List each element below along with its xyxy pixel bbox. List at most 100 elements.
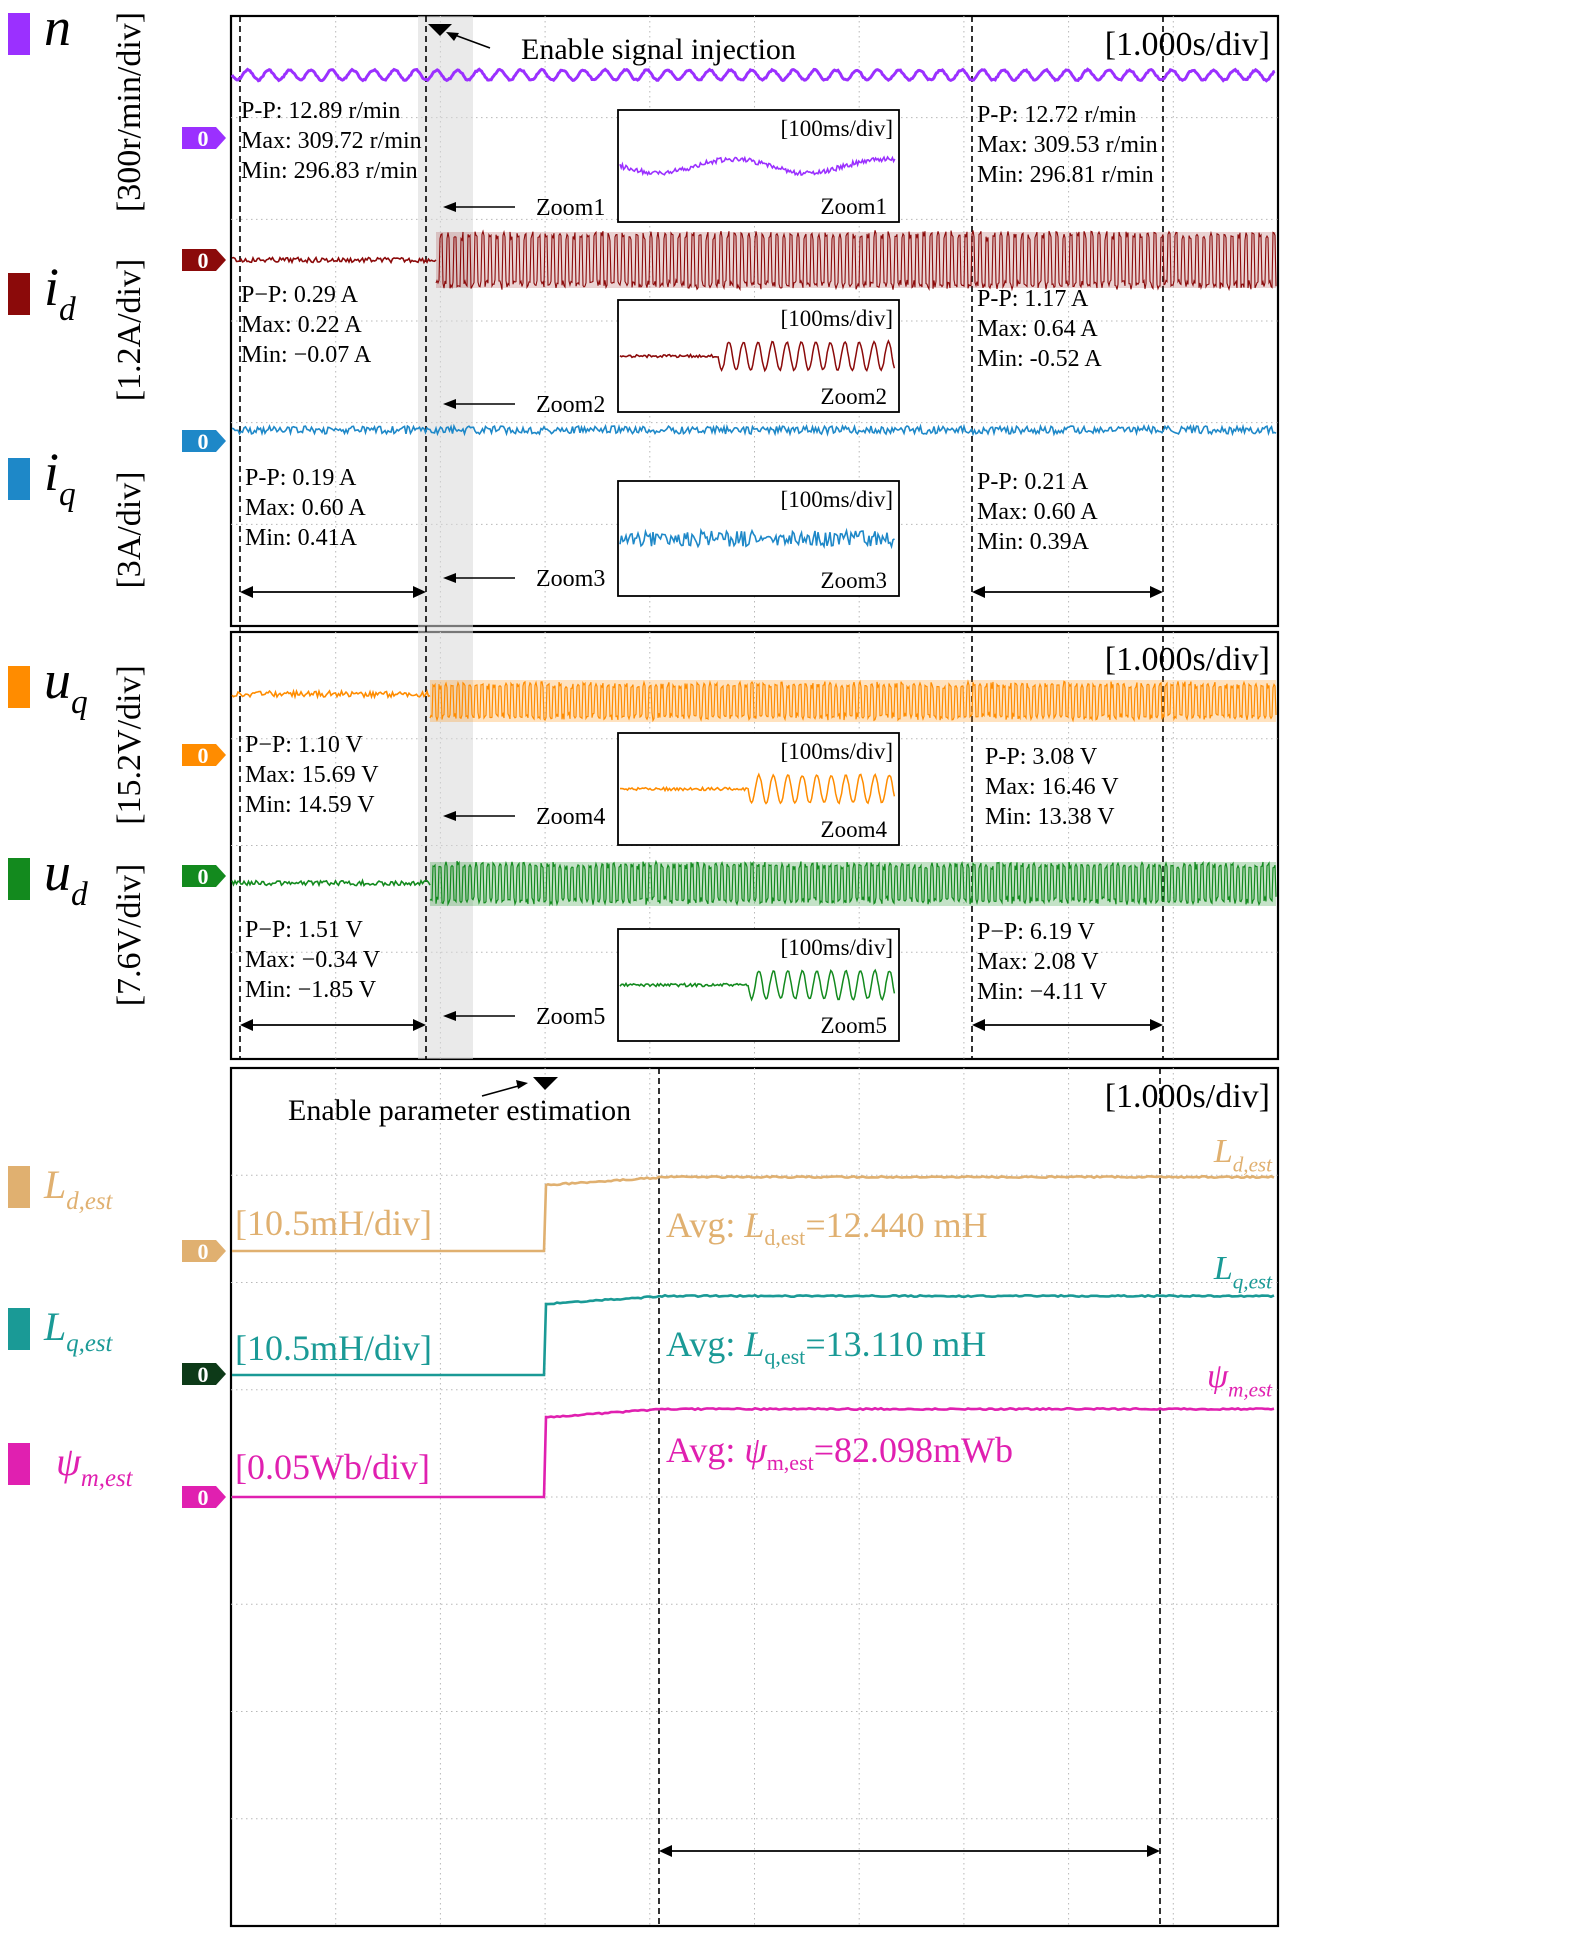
- zoom-inset-label-3: Zoom3: [821, 568, 887, 593]
- zoom-inset-timebase-2: [100ms/div]: [781, 306, 893, 331]
- stat-iq-before: P-P: 0.19 A: [245, 465, 357, 491]
- scale-label-psi: [0.05Wb/div]: [235, 1447, 430, 1487]
- stat-ud-before: Max: −0.34 V: [245, 947, 381, 973]
- estimation-annotation-line: [481, 1084, 523, 1097]
- span-arrow-mid-before-head-left: [240, 1019, 253, 1031]
- timebase-label-middle: [1.000s/div]: [1105, 641, 1270, 678]
- legend-swatch-lq: [8, 1308, 30, 1350]
- legend-swatch-id: [8, 273, 30, 315]
- stat-uq-after: P-P: 3.08 V: [985, 744, 1098, 770]
- scale-label-id: [1.2A/div]: [111, 259, 148, 402]
- stat-ud-after: Min: −4.11 V: [977, 979, 1108, 1005]
- average-prefix-lq: Avg:: [666, 1324, 744, 1364]
- estimation-annotation: Enable parameter estimation: [288, 1094, 631, 1127]
- average-symbol-psi: ψ: [744, 1430, 767, 1470]
- legend-label-ld-subscript: d,est: [66, 1188, 113, 1215]
- waveform-ld-est: [232, 1174, 1275, 1253]
- trace-label-psi-symbol: ψ: [1207, 1358, 1229, 1395]
- stat-id-before: Min: −0.07 A: [241, 342, 372, 368]
- legend-label-uq: uq: [44, 650, 88, 721]
- legend-label-iq: iq: [44, 442, 76, 513]
- legend-swatch-uq: [8, 666, 30, 708]
- trace-label-ld-symbol: L: [1213, 1133, 1233, 1170]
- zero-marker-text-psi: 0: [198, 1485, 209, 1510]
- stat-id-after: Max: 0.64 A: [977, 316, 1098, 342]
- zoom-waveform-4-before: [620, 785, 748, 793]
- zero-marker-text-ud: 0: [198, 864, 209, 889]
- zoom-inset-3: [617, 480, 900, 597]
- waveform-ud-after: [429, 859, 1277, 907]
- waveform-n: [230, 67, 1276, 83]
- zoom-inset-2: [617, 299, 900, 413]
- scale-label-ud: [7.6V/div]: [111, 864, 148, 1007]
- trace-label-psi-subscript: m,est: [1228, 1378, 1273, 1402]
- stat-uq-before: Min: 14.59 V: [245, 792, 375, 818]
- stat-uq-after: Max: 16.46 V: [985, 774, 1119, 800]
- zoom-waveform-1: [619, 155, 896, 177]
- stat-iq-before: Max: 0.60 A: [245, 495, 366, 521]
- span-arrow-top-before-head-left: [240, 586, 253, 598]
- zoom-waveform-4-after: [747, 772, 896, 805]
- stat-ud-before: P−P: 1.51 V: [245, 917, 363, 943]
- average-subscript-ld: d,est: [764, 1225, 805, 1250]
- stat-n-after: P-P: 12.72 r/min: [977, 102, 1136, 128]
- zero-marker-ld: [182, 1240, 226, 1262]
- stat-uq-before: Max: 15.69 V: [245, 762, 379, 788]
- zoom-pointer-label-5: Zoom5: [536, 1004, 605, 1030]
- zoom-pointer-head-1: [443, 202, 456, 212]
- zoom-waveform-2-before: [619, 353, 718, 359]
- trace-label-lq-symbol: L: [1213, 1250, 1233, 1287]
- zero-marker-text-lq: 0: [198, 1362, 209, 1387]
- average-value-psi: =82.098mWb: [814, 1430, 1013, 1470]
- zoom-inset-label-5: Zoom5: [821, 1013, 887, 1038]
- scale-label-lq: [10.5mH/div]: [235, 1328, 432, 1368]
- zoom-waveform-3: [619, 527, 895, 550]
- legend-label-id-subscript: d: [59, 291, 76, 328]
- zoom-inset-label-1: Zoom1: [821, 194, 887, 219]
- injection-event-marker: [428, 24, 452, 36]
- legend-label-uq-symbol: u: [44, 650, 71, 710]
- injection-annotation-head: [446, 32, 459, 41]
- injection-annotation: Enable signal injection: [521, 33, 796, 66]
- legend-label-lq-subscript: q,est: [66, 1330, 113, 1357]
- legend-label-ld: Ld,est: [43, 1162, 114, 1215]
- legend-swatch-ud: [8, 858, 30, 900]
- stat-iq-before: Min: 0.41A: [245, 525, 358, 551]
- zoom-pointer-head-4: [443, 811, 456, 821]
- zoom-pointer-label-3: Zoom3: [536, 566, 605, 592]
- average-symbol-ld: L: [743, 1205, 764, 1245]
- panel-bottom-grid: [231, 1068, 1278, 1926]
- legend-label-lq: Lq,est: [43, 1304, 114, 1357]
- scale-label-ld: [10.5mH/div]: [235, 1203, 432, 1243]
- zoom-inset-timebase-1: [100ms/div]: [781, 116, 893, 141]
- legend-label-ud-subscript: d: [71, 876, 88, 913]
- zoom-inset-timebase-5: [100ms/div]: [781, 935, 893, 960]
- zero-marker-lq: [182, 1363, 226, 1385]
- stat-id-before: P−P: 0.29 A: [241, 282, 359, 308]
- trace-label-lq: Lq,est: [1213, 1250, 1273, 1294]
- zoom-pointer-head-2: [443, 399, 456, 409]
- zoom-waveform-5-before: [619, 981, 749, 988]
- waveform-uq-after: [429, 679, 1277, 723]
- trace-label-ld: Ld,est: [1213, 1133, 1273, 1177]
- zoom-pointer-head-5: [443, 1011, 456, 1021]
- stat-n-after: Max: 309.53 r/min: [977, 132, 1158, 158]
- average-readout-psi: Avg: ψm,est=82.098mWb: [666, 1430, 1013, 1475]
- average-value-ld: =12.440 mH: [805, 1205, 987, 1245]
- legend-label-lq-symbol: L: [43, 1304, 66, 1349]
- zoom-pointer-label-4: Zoom4: [536, 804, 605, 830]
- zero-marker-psi: [182, 1486, 226, 1508]
- legend-label-uq-subscript: q: [71, 684, 88, 721]
- legend-label-psi-subscript: m,est: [81, 1465, 134, 1492]
- waveform-id-before: [231, 255, 437, 265]
- waveform-psi-est: [232, 1406, 1275, 1499]
- legend-label-iq-subscript: q: [59, 476, 76, 513]
- waveform-lq-est: [232, 1293, 1275, 1377]
- injection-annotation-line: [451, 33, 491, 49]
- zoom-pointer-label-1: Zoom1: [536, 195, 605, 221]
- waveform-ud-before: [231, 878, 431, 888]
- stat-iq-after: Min: 0.39A: [977, 529, 1090, 555]
- legend-label-ud: ud: [44, 842, 88, 913]
- legend-label-id: id: [44, 257, 76, 328]
- legend-swatch-n: [8, 13, 30, 55]
